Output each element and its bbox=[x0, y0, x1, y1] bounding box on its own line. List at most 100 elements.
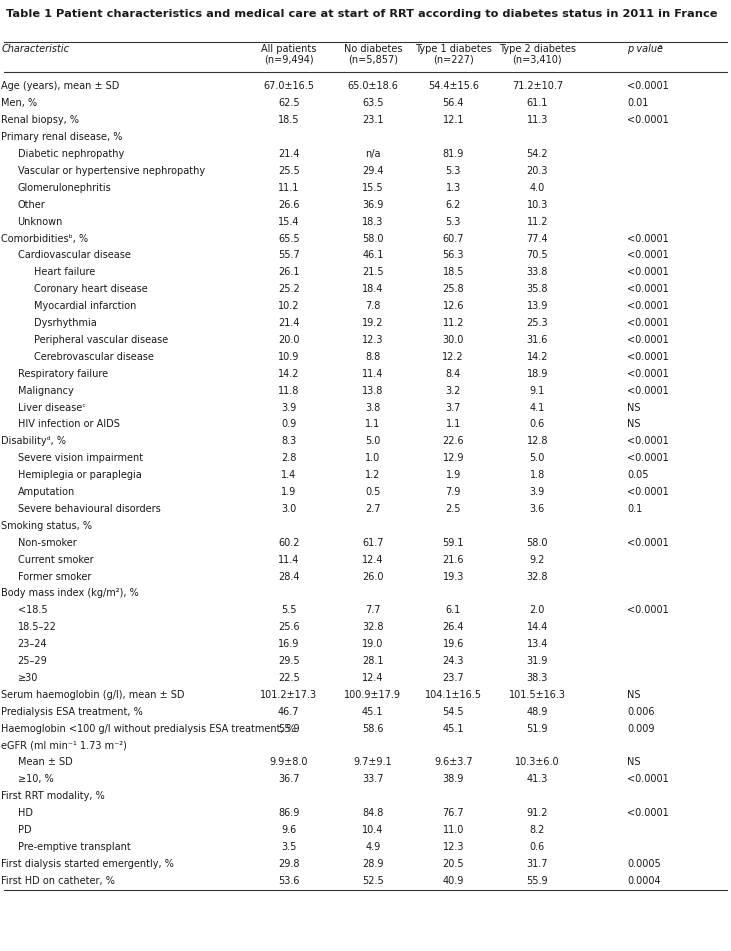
Text: 38.3: 38.3 bbox=[526, 673, 548, 683]
Text: 10.4: 10.4 bbox=[362, 825, 384, 835]
Text: 63.5: 63.5 bbox=[362, 98, 384, 108]
Text: 35.8: 35.8 bbox=[526, 284, 548, 294]
Text: <0.0001: <0.0001 bbox=[627, 335, 669, 345]
Text: NS: NS bbox=[627, 757, 640, 767]
Text: 25.3: 25.3 bbox=[526, 318, 548, 328]
Text: <0.0001: <0.0001 bbox=[627, 437, 669, 446]
Text: 4.9: 4.9 bbox=[366, 842, 380, 852]
Text: 19.6: 19.6 bbox=[442, 639, 464, 650]
Text: 15.5: 15.5 bbox=[362, 183, 384, 193]
Text: 31.6: 31.6 bbox=[526, 335, 548, 345]
Text: 11.3: 11.3 bbox=[526, 115, 548, 126]
Text: 18.3: 18.3 bbox=[362, 217, 384, 226]
Text: 2.8: 2.8 bbox=[281, 454, 297, 463]
Text: 11.8: 11.8 bbox=[278, 386, 300, 396]
Text: 7.9: 7.9 bbox=[445, 487, 461, 497]
Text: 1.0: 1.0 bbox=[366, 454, 380, 463]
Text: Renal biopsy, %: Renal biopsy, % bbox=[1, 115, 80, 126]
Text: 22.5: 22.5 bbox=[278, 673, 300, 683]
Text: 26.4: 26.4 bbox=[442, 622, 464, 632]
Text: ≥10, %: ≥10, % bbox=[18, 774, 53, 785]
Text: 2.5: 2.5 bbox=[445, 504, 461, 514]
Text: Pre-emptive transplant: Pre-emptive transplant bbox=[18, 842, 130, 852]
Text: 10.3: 10.3 bbox=[526, 200, 548, 210]
Text: Liver diseaseᶜ: Liver diseaseᶜ bbox=[18, 402, 86, 413]
Text: 3.5: 3.5 bbox=[281, 842, 297, 852]
Text: 1.8: 1.8 bbox=[530, 470, 545, 480]
Text: 12.3: 12.3 bbox=[362, 335, 384, 345]
Text: 16.9: 16.9 bbox=[278, 639, 300, 650]
Text: 52.5: 52.5 bbox=[362, 876, 384, 885]
Text: HD: HD bbox=[18, 808, 33, 818]
Text: Type 2 diabetes: Type 2 diabetes bbox=[499, 44, 576, 54]
Text: eGFR (ml min⁻¹ 1.73 m⁻²): eGFR (ml min⁻¹ 1.73 m⁻²) bbox=[1, 741, 127, 750]
Text: 1.2: 1.2 bbox=[365, 470, 381, 480]
Text: 25–29: 25–29 bbox=[18, 656, 48, 666]
Text: 40.9: 40.9 bbox=[442, 876, 464, 885]
Text: 5.0: 5.0 bbox=[529, 454, 545, 463]
Text: Type 1 diabetes: Type 1 diabetes bbox=[414, 44, 492, 54]
Text: 1.1: 1.1 bbox=[366, 419, 380, 430]
Text: 3.0: 3.0 bbox=[281, 504, 296, 514]
Text: 0.9: 0.9 bbox=[281, 419, 296, 430]
Text: 4.0: 4.0 bbox=[530, 183, 545, 193]
Text: 62.5: 62.5 bbox=[278, 98, 300, 108]
Text: 5.3: 5.3 bbox=[445, 166, 461, 176]
Text: 29.4: 29.4 bbox=[362, 166, 384, 176]
Text: 61.7: 61.7 bbox=[362, 537, 384, 548]
Text: 28.9: 28.9 bbox=[362, 859, 384, 869]
Text: <0.0001: <0.0001 bbox=[627, 386, 669, 396]
Text: Serum haemoglobin (g/l), mean ± SD: Serum haemoglobin (g/l), mean ± SD bbox=[1, 689, 185, 700]
Text: 84.8: 84.8 bbox=[362, 808, 384, 818]
Text: 71.2±10.7: 71.2±10.7 bbox=[512, 82, 563, 91]
Text: Vascular or hypertensive nephropathy: Vascular or hypertensive nephropathy bbox=[18, 166, 205, 176]
Text: n/a: n/a bbox=[365, 149, 381, 159]
Text: (n=227): (n=227) bbox=[433, 55, 474, 65]
Text: 1.9: 1.9 bbox=[281, 487, 296, 497]
Text: Haemoglobin <100 g/l without predialysis ESA treatment, %: Haemoglobin <100 g/l without predialysis… bbox=[1, 724, 296, 733]
Text: 9.6: 9.6 bbox=[281, 825, 296, 835]
Text: 25.5: 25.5 bbox=[278, 166, 300, 176]
Text: 21.5: 21.5 bbox=[362, 267, 384, 278]
Text: <0.0001: <0.0001 bbox=[627, 537, 669, 548]
Text: (n=3,410): (n=3,410) bbox=[512, 55, 562, 65]
Text: <0.0001: <0.0001 bbox=[627, 82, 669, 91]
Text: 1.3: 1.3 bbox=[446, 183, 461, 193]
Text: 11.2: 11.2 bbox=[442, 318, 464, 328]
Text: 0.01: 0.01 bbox=[627, 98, 648, 108]
Text: Peripheral vascular disease: Peripheral vascular disease bbox=[34, 335, 168, 345]
Text: (n=5,857): (n=5,857) bbox=[348, 55, 398, 65]
Text: Amputation: Amputation bbox=[18, 487, 75, 497]
Text: 11.4: 11.4 bbox=[362, 369, 384, 378]
Text: 36.9: 36.9 bbox=[362, 200, 384, 210]
Text: 61.1: 61.1 bbox=[526, 98, 548, 108]
Text: 28.1: 28.1 bbox=[362, 656, 384, 666]
Text: 0.0005: 0.0005 bbox=[627, 859, 661, 869]
Text: Mean ± SD: Mean ± SD bbox=[18, 757, 72, 767]
Text: 58.6: 58.6 bbox=[362, 724, 384, 733]
Text: 13.4: 13.4 bbox=[526, 639, 548, 650]
Text: 6.1: 6.1 bbox=[446, 606, 461, 615]
Text: 18.4: 18.4 bbox=[362, 284, 384, 294]
Text: 48.9: 48.9 bbox=[526, 707, 548, 717]
Text: 2.0: 2.0 bbox=[529, 606, 545, 615]
Text: 8.8: 8.8 bbox=[366, 352, 380, 361]
Text: Comorbiditiesᵇ, %: Comorbiditiesᵇ, % bbox=[1, 234, 88, 243]
Text: 86.9: 86.9 bbox=[278, 808, 300, 818]
Text: 8.3: 8.3 bbox=[281, 437, 296, 446]
Text: 25.6: 25.6 bbox=[278, 622, 300, 632]
Text: a: a bbox=[658, 44, 662, 50]
Text: HIV infection or AIDS: HIV infection or AIDS bbox=[18, 419, 119, 430]
Text: Primary renal disease, %: Primary renal disease, % bbox=[1, 132, 123, 142]
Text: <18.5: <18.5 bbox=[18, 606, 48, 615]
Text: <0.0001: <0.0001 bbox=[627, 774, 669, 785]
Text: Disabilityᵈ, %: Disabilityᵈ, % bbox=[1, 437, 67, 446]
Text: 10.3±6.0: 10.3±6.0 bbox=[515, 757, 560, 767]
Text: 19.2: 19.2 bbox=[362, 318, 384, 328]
Text: 104.1±16.5: 104.1±16.5 bbox=[425, 689, 482, 700]
Text: 54.2: 54.2 bbox=[526, 149, 548, 159]
Text: No diabetes: No diabetes bbox=[344, 44, 402, 54]
Text: Non-smoker: Non-smoker bbox=[18, 537, 76, 548]
Text: 19.3: 19.3 bbox=[442, 572, 464, 582]
Text: 23–24: 23–24 bbox=[18, 639, 48, 650]
